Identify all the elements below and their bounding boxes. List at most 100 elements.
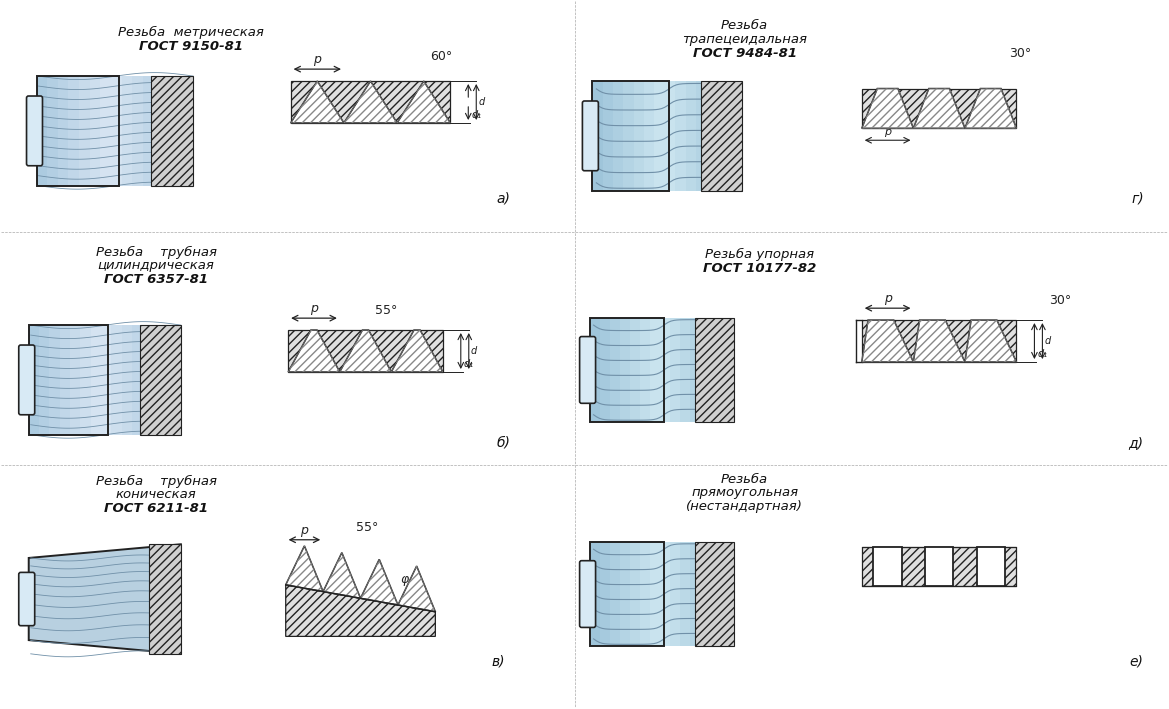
- Bar: [639, 318, 650, 423]
- Polygon shape: [289, 330, 443, 372]
- Bar: [623, 81, 635, 191]
- Bar: [132, 325, 143, 435]
- Bar: [720, 318, 731, 423]
- FancyBboxPatch shape: [582, 101, 599, 171]
- Polygon shape: [285, 546, 323, 591]
- Polygon shape: [964, 89, 1017, 128]
- Bar: [57, 76, 69, 186]
- Bar: [634, 81, 644, 191]
- Bar: [70, 325, 81, 435]
- FancyBboxPatch shape: [580, 561, 595, 627]
- Bar: [644, 81, 655, 191]
- Bar: [69, 76, 79, 186]
- Text: Резьба: Резьба: [721, 472, 768, 486]
- Text: б): б): [497, 435, 510, 450]
- Polygon shape: [397, 81, 450, 123]
- Polygon shape: [925, 547, 954, 586]
- Bar: [49, 325, 61, 435]
- Text: Резьба: Резьба: [721, 19, 768, 33]
- Polygon shape: [29, 545, 181, 654]
- Text: ГОСТ 9484-81: ГОСТ 9484-81: [692, 48, 797, 60]
- Text: коническая: коническая: [116, 489, 196, 501]
- Bar: [29, 325, 40, 435]
- Bar: [720, 542, 731, 647]
- Text: Резьба упорная: Резьба упорная: [705, 248, 814, 262]
- Bar: [659, 542, 670, 647]
- Polygon shape: [285, 585, 435, 637]
- Bar: [680, 318, 691, 423]
- Text: ГОСТ 6211-81: ГОСТ 6211-81: [104, 503, 208, 515]
- Polygon shape: [913, 320, 964, 362]
- FancyBboxPatch shape: [19, 572, 35, 625]
- Text: d₁: d₁: [471, 110, 482, 120]
- Bar: [610, 542, 621, 647]
- Polygon shape: [140, 325, 181, 435]
- Bar: [153, 325, 164, 435]
- FancyBboxPatch shape: [580, 337, 595, 403]
- Bar: [650, 542, 660, 647]
- FancyBboxPatch shape: [27, 96, 42, 166]
- Polygon shape: [862, 89, 913, 128]
- Text: p: p: [310, 302, 318, 316]
- Bar: [132, 76, 144, 186]
- Bar: [101, 76, 111, 186]
- Bar: [630, 318, 641, 423]
- Text: 30°: 30°: [1009, 47, 1031, 60]
- Text: Резьба    трубная: Резьба трубная: [96, 474, 216, 488]
- Bar: [690, 542, 700, 647]
- Text: прямоугольная: прямоугольная: [691, 486, 798, 499]
- Text: p: p: [884, 127, 891, 138]
- Bar: [165, 76, 175, 186]
- Bar: [90, 76, 101, 186]
- Text: p: p: [313, 53, 321, 66]
- Bar: [696, 81, 707, 191]
- Bar: [36, 76, 118, 186]
- Polygon shape: [360, 559, 397, 605]
- Text: цилиндрическая: цилиндрическая: [97, 259, 214, 272]
- Bar: [122, 325, 133, 435]
- Bar: [610, 318, 621, 423]
- Bar: [143, 76, 154, 186]
- Bar: [589, 542, 664, 647]
- Text: трапецеидальная: трапецеидальная: [683, 33, 807, 46]
- Polygon shape: [694, 318, 734, 423]
- Polygon shape: [148, 545, 181, 654]
- Polygon shape: [862, 320, 913, 362]
- Text: 55°: 55°: [375, 303, 397, 317]
- Bar: [680, 542, 691, 647]
- FancyBboxPatch shape: [19, 345, 35, 415]
- Bar: [79, 76, 90, 186]
- Text: е): е): [1129, 655, 1143, 669]
- Text: φ: φ: [401, 573, 409, 586]
- Polygon shape: [291, 81, 450, 123]
- Polygon shape: [152, 76, 193, 186]
- Bar: [650, 318, 660, 423]
- Bar: [603, 81, 614, 191]
- Polygon shape: [862, 89, 1017, 128]
- Polygon shape: [291, 81, 344, 123]
- Text: ГОСТ 10177-82: ГОСТ 10177-82: [703, 262, 816, 275]
- Bar: [600, 542, 610, 647]
- Text: (нестандартная): (нестандартная): [686, 501, 803, 513]
- Bar: [659, 318, 670, 423]
- Text: 60°: 60°: [430, 50, 452, 62]
- Polygon shape: [862, 320, 1017, 362]
- Bar: [620, 542, 630, 647]
- Bar: [122, 76, 133, 186]
- Polygon shape: [397, 566, 435, 612]
- Polygon shape: [289, 330, 340, 372]
- Text: p: p: [884, 292, 892, 305]
- Text: 30°: 30°: [1049, 294, 1071, 307]
- Text: d₁: d₁: [1037, 349, 1047, 359]
- Text: d: d: [1044, 336, 1051, 346]
- Polygon shape: [862, 547, 1017, 586]
- Text: 55°: 55°: [355, 521, 378, 534]
- Text: p: p: [300, 524, 309, 537]
- Text: в): в): [492, 655, 505, 669]
- Polygon shape: [323, 552, 360, 598]
- Text: d: d: [478, 97, 484, 107]
- Bar: [175, 76, 186, 186]
- Bar: [639, 542, 650, 647]
- Polygon shape: [913, 89, 964, 128]
- Bar: [593, 81, 603, 191]
